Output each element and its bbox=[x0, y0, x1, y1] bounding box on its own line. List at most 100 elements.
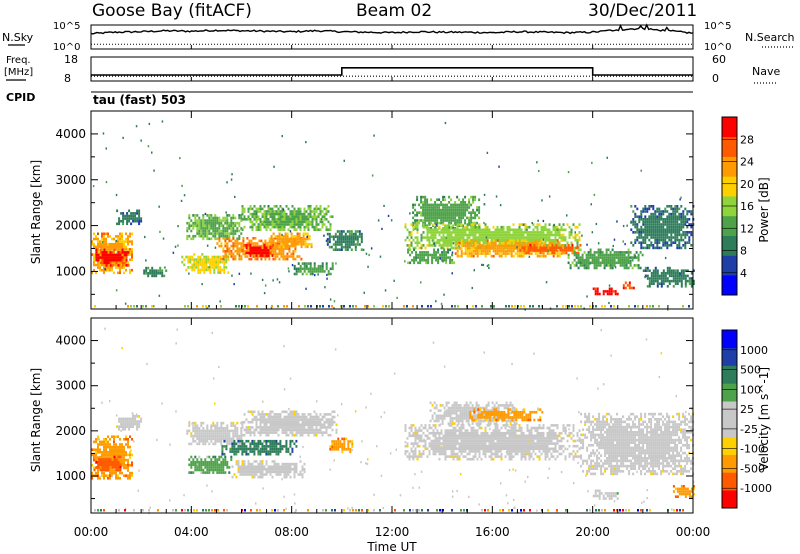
cell bbox=[603, 253, 606, 257]
cell bbox=[99, 240, 101, 243]
cell bbox=[205, 266, 208, 269]
cell bbox=[500, 238, 503, 242]
scatter-cell bbox=[174, 245, 177, 248]
cell bbox=[512, 228, 515, 232]
cell bbox=[279, 212, 282, 216]
near-cell bbox=[343, 305, 345, 308]
cell bbox=[468, 211, 471, 214]
cell bbox=[293, 228, 296, 231]
cell bbox=[445, 251, 448, 254]
cell bbox=[200, 224, 203, 228]
cell bbox=[93, 245, 95, 249]
cell bbox=[492, 225, 495, 229]
cell bbox=[211, 260, 214, 264]
cell bbox=[309, 210, 312, 213]
cell bbox=[296, 240, 299, 243]
cell bbox=[194, 429, 197, 433]
cell bbox=[115, 460, 118, 464]
cell bbox=[126, 214, 129, 218]
cell bbox=[660, 272, 663, 275]
cell bbox=[574, 233, 577, 237]
cell bbox=[350, 240, 353, 244]
cell bbox=[500, 247, 503, 250]
cell bbox=[656, 220, 659, 224]
cell bbox=[668, 236, 671, 239]
cell bbox=[241, 433, 244, 437]
cell bbox=[226, 429, 229, 433]
cell bbox=[143, 269, 146, 272]
cell bbox=[543, 246, 546, 250]
cell bbox=[288, 255, 291, 258]
cell bbox=[202, 434, 205, 438]
cell bbox=[231, 445, 234, 448]
cell bbox=[442, 216, 445, 220]
cell bbox=[238, 434, 241, 438]
near-cell bbox=[385, 305, 387, 308]
cell bbox=[445, 258, 448, 262]
cell bbox=[676, 215, 679, 218]
cell bbox=[446, 216, 449, 220]
cell bbox=[259, 413, 262, 416]
cell bbox=[470, 244, 473, 248]
cell bbox=[192, 214, 195, 217]
cell bbox=[296, 235, 299, 238]
cell bbox=[466, 247, 469, 250]
cell bbox=[278, 232, 281, 236]
cell bbox=[416, 223, 419, 226]
cell bbox=[646, 223, 649, 226]
cell bbox=[672, 277, 675, 280]
cell bbox=[480, 252, 483, 255]
cell bbox=[134, 212, 137, 215]
cell bbox=[224, 237, 227, 241]
cell bbox=[126, 219, 129, 223]
cell bbox=[422, 219, 425, 222]
cell bbox=[456, 203, 459, 207]
cell bbox=[259, 431, 262, 434]
cell bbox=[327, 220, 330, 224]
cell bbox=[520, 236, 523, 239]
cell bbox=[113, 469, 115, 472]
cell bbox=[422, 225, 425, 229]
cell bbox=[442, 233, 445, 237]
cell bbox=[412, 228, 415, 232]
cell bbox=[251, 228, 254, 231]
cell bbox=[430, 231, 433, 234]
cell bbox=[101, 242, 103, 246]
cell bbox=[462, 252, 465, 255]
cell bbox=[674, 218, 677, 221]
cell bbox=[448, 236, 451, 239]
cell bbox=[454, 252, 457, 255]
cell bbox=[257, 450, 260, 453]
cell bbox=[436, 224, 439, 227]
cell bbox=[680, 218, 683, 221]
cell bbox=[249, 431, 252, 434]
near-cell bbox=[322, 305, 324, 308]
cell bbox=[354, 248, 357, 251]
scatter-cell bbox=[278, 281, 281, 284]
cell bbox=[456, 233, 459, 237]
cell bbox=[658, 238, 661, 242]
cell bbox=[190, 237, 193, 241]
cell bbox=[690, 282, 693, 285]
cell bbox=[255, 246, 258, 250]
cell bbox=[313, 218, 316, 221]
cell bbox=[544, 254, 547, 258]
cell bbox=[249, 433, 252, 437]
cell bbox=[280, 242, 283, 246]
cell bbox=[228, 471, 231, 474]
cell bbox=[103, 245, 105, 249]
cell bbox=[103, 466, 106, 469]
cell bbox=[292, 242, 295, 246]
cell bbox=[217, 258, 220, 261]
cell bbox=[241, 249, 244, 252]
cell bbox=[119, 443, 121, 446]
cell bbox=[585, 266, 588, 270]
cell bbox=[458, 238, 461, 242]
scatter-cell bbox=[214, 246, 217, 249]
cell bbox=[198, 442, 201, 446]
cell bbox=[240, 442, 243, 446]
cell bbox=[265, 218, 268, 221]
cell bbox=[223, 263, 226, 267]
cell bbox=[212, 227, 215, 230]
cell bbox=[550, 233, 553, 237]
